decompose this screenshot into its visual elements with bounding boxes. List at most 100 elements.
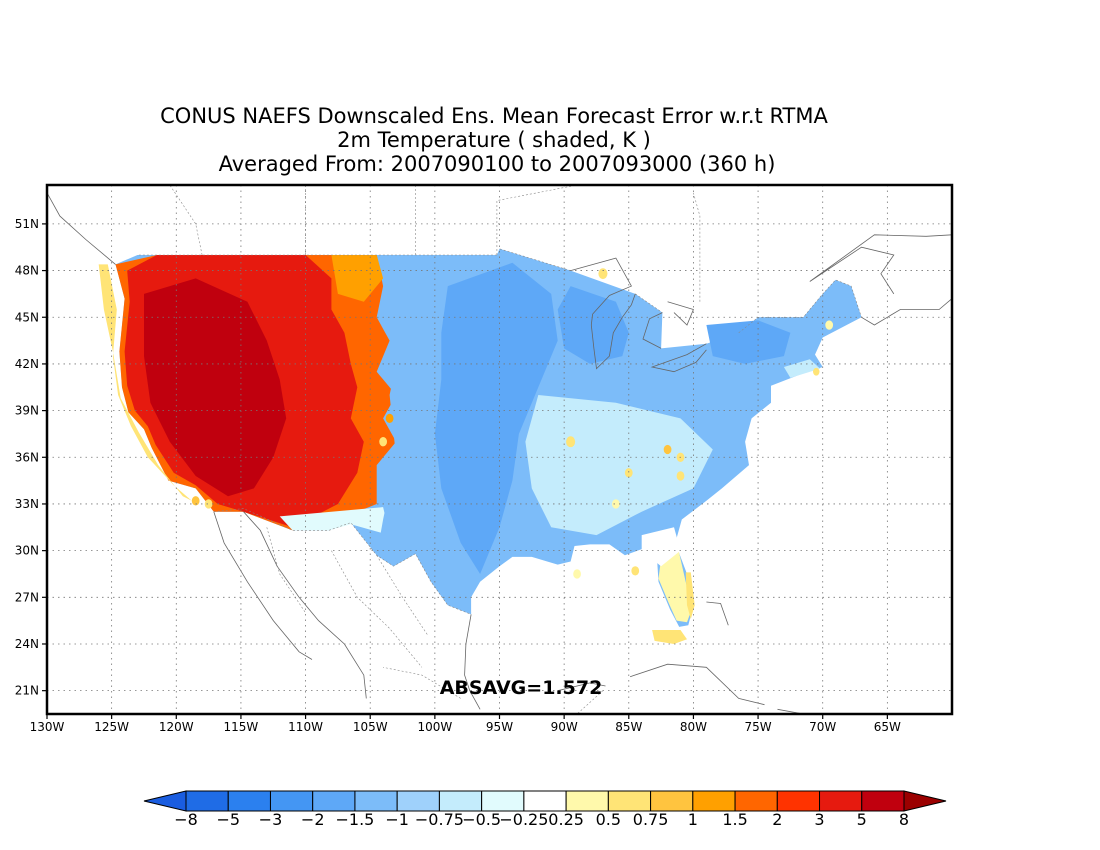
coastline-10 bbox=[570, 257, 632, 315]
colorbar-level-label: 5 bbox=[857, 810, 867, 829]
colorbar-swatch bbox=[354, 790, 398, 812]
title-line-2: 2m Temperature ( shaded, K ) bbox=[337, 128, 651, 152]
error-region-15 bbox=[783, 359, 821, 378]
colorbar-swatch bbox=[269, 790, 314, 812]
colorbar-level-label: 2 bbox=[772, 810, 782, 829]
political-border-13 bbox=[576, 690, 604, 714]
colorbar-level-label: 0.75 bbox=[633, 810, 669, 829]
lat-tick-label: 30N bbox=[15, 544, 39, 558]
colorbar-swatch bbox=[565, 790, 609, 812]
error-spot-4 bbox=[676, 471, 685, 481]
lon-tick-label: 90W bbox=[551, 720, 578, 734]
coastline-7 bbox=[706, 601, 729, 626]
error-region-7 bbox=[685, 572, 695, 620]
axis-ticks: 130W 125W 120W 115W 110W 105W 100W 95W 90W 85W 80W… bbox=[15, 217, 901, 734]
coastline-11 bbox=[590, 293, 636, 370]
lat-tick-label: 42N bbox=[15, 357, 39, 371]
lat-tick-label: 36N bbox=[15, 450, 39, 464]
lon-tick-label: 100W bbox=[417, 720, 452, 734]
coastline-0 bbox=[47, 192, 116, 265]
coastline-1 bbox=[213, 511, 313, 660]
colorbar-level-label: −1 bbox=[385, 810, 409, 829]
error-spot-1 bbox=[663, 444, 672, 455]
lon-tick-label: 65W bbox=[874, 720, 901, 734]
colorbar-level-label: 0.25 bbox=[548, 810, 584, 829]
colorbar-level-label: −2 bbox=[301, 810, 325, 829]
lat-tick-label: 51N bbox=[15, 217, 39, 231]
coastline-14 bbox=[667, 301, 694, 326]
error-spot-8 bbox=[598, 268, 608, 280]
error-region-14 bbox=[641, 527, 681, 567]
lat-tick-label: 21N bbox=[15, 684, 39, 698]
error-region-5 bbox=[279, 507, 390, 536]
colorbar-swatch bbox=[650, 790, 694, 812]
map-panel: 130W 125W 120W 115W 110W 105W 100W 95W 90W 85W 80W… bbox=[15, 183, 954, 734]
lon-tick-label: 85W bbox=[615, 720, 642, 734]
political-border-3 bbox=[635, 293, 663, 313]
colorbar-level-label: −1.5 bbox=[336, 810, 375, 829]
lat-tick-label: 39N bbox=[15, 404, 39, 418]
error-spot-0 bbox=[566, 436, 576, 448]
coastline-3 bbox=[464, 614, 481, 710]
error-region-6 bbox=[658, 547, 693, 623]
colorbar-swatch bbox=[185, 790, 229, 812]
lat-tick-label: 27N bbox=[15, 590, 39, 604]
lon-tick-label: 125W bbox=[94, 720, 129, 734]
error-region-10 bbox=[434, 262, 558, 574]
political-border-2 bbox=[499, 248, 571, 271]
lat-tick-label: 24N bbox=[15, 637, 39, 651]
lat-lon-grid bbox=[47, 185, 952, 714]
error-spot-11 bbox=[191, 496, 200, 506]
plot-title: CONUS NAEFS Downscaled Ens. Mean Forecas… bbox=[160, 104, 828, 176]
colorbar-low-arrow bbox=[143, 790, 187, 812]
title-line-3: Averaged From: 2007090100 to 2007093000 … bbox=[219, 152, 776, 176]
colorbar-swatch bbox=[861, 790, 905, 812]
error-spot-10 bbox=[813, 367, 820, 376]
lon-tick-label: 95W bbox=[486, 720, 513, 734]
error-region-2 bbox=[144, 278, 287, 497]
colorbar-swatch bbox=[481, 790, 525, 812]
error-spot-9 bbox=[825, 320, 834, 330]
lon-tick-label: 70W bbox=[809, 720, 836, 734]
colorbar-level-label: −8 bbox=[174, 810, 198, 829]
lat-tick-label: 33N bbox=[15, 497, 39, 511]
colorbar-swatch bbox=[523, 790, 567, 812]
colorbar-swatch bbox=[227, 790, 271, 812]
coastline-6 bbox=[777, 708, 806, 714]
error-region-8 bbox=[652, 630, 687, 644]
coastline-13 bbox=[650, 343, 707, 373]
colorbar-swatch bbox=[819, 790, 863, 812]
lon-tick-label: 105W bbox=[353, 720, 388, 734]
absavg-annotation: ABSAVG=1.572 bbox=[440, 677, 603, 699]
lon-tick-label: 130W bbox=[30, 720, 65, 734]
colorbar-level-label: 8 bbox=[899, 810, 909, 829]
colorbar-swatch bbox=[607, 790, 652, 812]
coastline-12 bbox=[642, 312, 663, 349]
error-spot-12 bbox=[204, 499, 213, 509]
error-spot-6 bbox=[631, 566, 640, 576]
error-spot-13 bbox=[379, 437, 388, 447]
colorbar-level-label: 1.5 bbox=[722, 810, 747, 829]
colorbar-level-label: 0.5 bbox=[596, 810, 621, 829]
colorbar-level-label: −0.5 bbox=[462, 810, 501, 829]
colorbar-level-label: 1 bbox=[688, 810, 698, 829]
error-spot-7 bbox=[573, 569, 581, 579]
error-region-3 bbox=[98, 264, 192, 501]
error-spot-3 bbox=[624, 468, 633, 478]
colorbar-swatch bbox=[734, 790, 778, 812]
coastline-8 bbox=[861, 298, 952, 326]
colorbar-level-label: −0.25 bbox=[499, 810, 548, 829]
colorbar-level-label: −5 bbox=[216, 810, 240, 829]
political-border-7 bbox=[376, 555, 429, 637]
colorbar-swatch bbox=[692, 790, 736, 812]
colorbar-swatch bbox=[396, 790, 440, 812]
lon-tick-label: 115W bbox=[224, 720, 259, 734]
temperature-error-field bbox=[98, 248, 862, 644]
title-line-1: CONUS NAEFS Downscaled Ens. Mean Forecas… bbox=[160, 104, 828, 128]
lon-tick-label: 80W bbox=[680, 720, 707, 734]
colorbar: −8 −5 −3 −2 −1.5 −1 −0.75−0.5−0.25 0.25 0.5 0.75 1… bbox=[143, 790, 947, 829]
error-spot-5 bbox=[611, 499, 620, 509]
colorbar-swatch bbox=[438, 790, 483, 812]
lon-tick-label: 75W bbox=[745, 720, 772, 734]
